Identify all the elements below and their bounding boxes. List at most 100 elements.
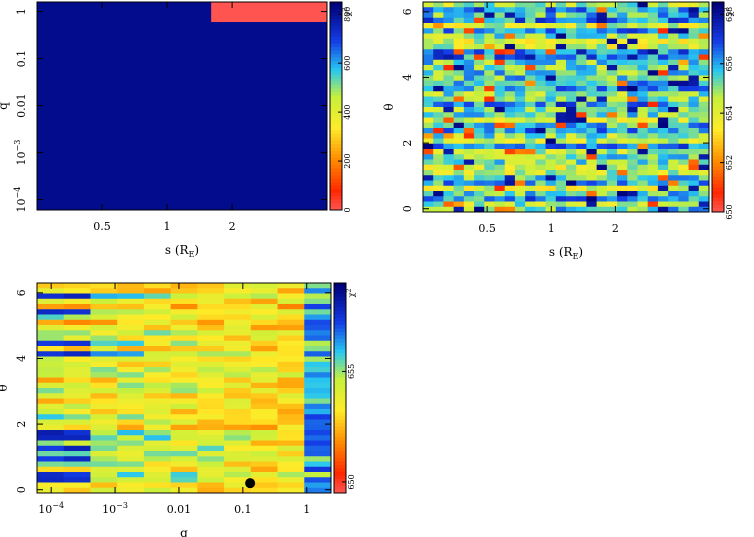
heatmap-cell <box>504 164 516 171</box>
heatmap-cell <box>535 138 546 145</box>
heatmap-cell <box>484 122 495 129</box>
heatmap-cell <box>627 33 638 40</box>
heatmap-cell <box>494 122 506 129</box>
heatmap-cell <box>504 2 516 8</box>
heatmap-cell <box>143 461 172 468</box>
heatmap-cell <box>443 159 455 166</box>
heatmap-cell <box>698 117 710 124</box>
heatmap-cell <box>627 128 638 134</box>
heatmap-cell <box>90 288 118 294</box>
heatmap-cell <box>197 456 225 462</box>
heatmap-cell <box>576 149 587 155</box>
heatmap-cell <box>304 398 332 405</box>
heatmap-cell <box>596 143 608 150</box>
heatmap-cell <box>37 487 65 494</box>
colorbar-swatch <box>330 116 342 121</box>
heatmap-cell <box>277 314 305 321</box>
heatmap-cell <box>504 128 516 134</box>
heatmap-cell <box>170 472 198 478</box>
heatmap-cell <box>197 356 225 363</box>
heatmap-cell <box>627 201 638 208</box>
heatmap-cell <box>484 175 495 181</box>
heatmap-cell <box>277 445 305 452</box>
heatmap-cell <box>63 435 91 441</box>
heatmap-cell <box>545 175 557 181</box>
heatmap-cell <box>525 80 536 87</box>
heatmap-cell <box>63 382 91 389</box>
colorbar-swatch <box>334 416 346 420</box>
heatmap-cell <box>647 86 659 92</box>
colorbar-swatch <box>330 144 342 149</box>
heatmap-cell <box>657 196 669 202</box>
heatmap-cell <box>596 7 608 13</box>
heatmap-cell <box>117 466 145 473</box>
heatmap-cell <box>576 2 587 8</box>
heatmap-cell <box>678 159 689 166</box>
heatmap-cell <box>143 451 172 457</box>
heatmap-cell <box>637 128 649 134</box>
heatmap-cell <box>484 154 495 160</box>
heatmap-cell <box>606 107 618 113</box>
heatmap-cell <box>657 33 669 40</box>
heatmap-cell <box>566 159 577 166</box>
heatmap-cell <box>423 17 434 24</box>
heatmap-cell <box>494 159 506 166</box>
heatmap-cell <box>484 149 495 155</box>
heatmap-cell <box>525 175 536 181</box>
colorbar-swatch <box>334 367 346 371</box>
heatmap-cell <box>494 33 506 40</box>
heatmap-cell <box>504 17 516 24</box>
heatmap-cell <box>617 185 628 192</box>
heatmap-cell <box>678 17 689 24</box>
heatmap-cell <box>678 75 689 82</box>
heatmap-cell <box>555 65 567 71</box>
colorbar-swatch <box>334 402 346 406</box>
colorbar-swatch <box>334 286 346 291</box>
heatmap-cell <box>678 107 689 113</box>
heatmap-cell <box>117 361 145 368</box>
heatmap-cell <box>443 2 455 8</box>
heatmap-cell <box>596 86 608 92</box>
colorbar-label: χ2 <box>342 7 352 16</box>
heatmap-cell <box>197 340 225 347</box>
heatmap-cell <box>555 59 567 66</box>
heatmap-cell <box>504 86 516 92</box>
heatmap-cell <box>63 340 91 347</box>
heatmap-cell <box>463 101 475 108</box>
heatmap-cell <box>453 138 465 145</box>
heatmap-cell <box>37 351 65 357</box>
heatmap-cell <box>117 388 145 394</box>
colorbar-swatch <box>330 8 342 13</box>
heatmap-cell <box>617 17 628 24</box>
heatmap-cell <box>657 38 669 45</box>
colorbar-swatch <box>712 5 724 10</box>
colorbar-swatch <box>334 454 346 459</box>
heatmap-cell <box>668 75 679 82</box>
heatmap-cell <box>545 180 557 187</box>
colorbar-swatch <box>330 119 342 124</box>
heatmap-cell <box>586 206 598 213</box>
colorbar-swatch <box>712 65 724 69</box>
heatmap-cell <box>433 28 444 34</box>
heatmap-cell <box>535 54 546 61</box>
heatmap-cell <box>586 70 598 76</box>
heatmap-cell <box>423 12 434 19</box>
heatmap-cell <box>250 309 278 315</box>
heatmap-cell <box>304 330 332 336</box>
colorbar-swatch <box>330 74 342 79</box>
heatmap-cell <box>277 293 305 300</box>
heatmap-cell <box>277 340 305 347</box>
heatmap-cell <box>596 128 608 134</box>
heatmap-cell <box>494 149 506 155</box>
heatmap-cell <box>535 70 546 76</box>
heatmap-cell <box>627 101 638 108</box>
heatmap-cell <box>566 7 577 13</box>
heatmap-cell <box>37 388 65 394</box>
heatmap-cell <box>474 112 485 118</box>
heatmap-cell <box>304 456 332 462</box>
heatmap-cell <box>514 154 526 160</box>
heatmap-cell <box>698 196 710 202</box>
colorbar-swatch <box>334 300 346 305</box>
heatmap-cell <box>596 206 608 213</box>
